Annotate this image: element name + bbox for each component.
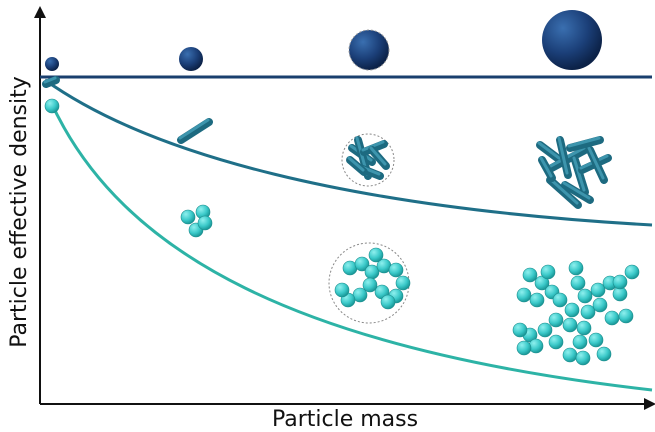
ball <box>563 318 577 332</box>
ball <box>589 333 603 347</box>
y-axis-label: Particle effective density <box>7 76 32 348</box>
ball <box>181 210 195 224</box>
sphere <box>179 47 203 71</box>
aggregate-particles <box>45 99 639 365</box>
ball <box>577 321 591 335</box>
ball <box>530 293 544 307</box>
ball <box>625 265 639 279</box>
ball <box>389 263 403 277</box>
rod <box>181 122 209 140</box>
sphere <box>542 10 602 70</box>
ball <box>198 216 212 230</box>
x-axis-label: Particle mass <box>272 407 418 432</box>
ball <box>529 339 543 353</box>
ball <box>573 335 587 349</box>
ball <box>549 313 563 327</box>
ball <box>578 289 592 303</box>
ball <box>565 303 579 317</box>
diagram: Particle mass Particle effective density <box>0 0 655 432</box>
ball <box>541 265 555 279</box>
ball <box>549 335 563 349</box>
ball <box>517 288 531 302</box>
spheres <box>45 10 602 71</box>
ball <box>517 341 531 355</box>
ball <box>597 347 611 361</box>
ball <box>591 283 605 297</box>
ball <box>513 323 527 337</box>
ball <box>335 283 349 297</box>
ball <box>553 293 567 307</box>
sphere <box>45 57 59 71</box>
ball <box>381 295 395 309</box>
ball <box>571 276 585 290</box>
ball <box>45 99 59 113</box>
ball <box>396 276 410 290</box>
ball <box>619 309 633 323</box>
ball <box>369 248 383 262</box>
ball <box>576 351 590 365</box>
ball <box>538 323 552 337</box>
ball <box>613 275 627 289</box>
ball <box>593 298 607 312</box>
ball <box>523 268 537 282</box>
ball <box>605 311 619 325</box>
ball <box>581 305 595 319</box>
sphere <box>349 30 389 70</box>
ball <box>569 261 583 275</box>
ball <box>563 348 577 362</box>
